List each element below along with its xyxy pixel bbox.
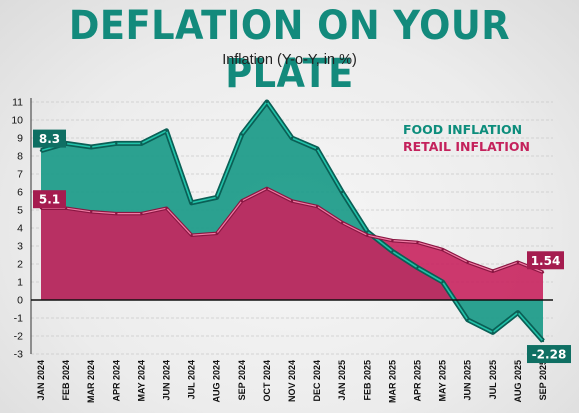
food-data-point (39, 149, 43, 152)
y-tick-label: -1 (14, 313, 23, 325)
food-data-point (315, 147, 319, 150)
food-data-point (441, 280, 444, 284)
retail-data-point (165, 207, 168, 210)
retail-data-point (391, 239, 394, 242)
food-data-point (290, 136, 294, 140)
food-data-point (240, 133, 243, 136)
page-title: DEFLATION ON YOUR PLATE (68, 3, 511, 97)
y-tick-label: 6 (17, 187, 23, 199)
food-data-point (90, 145, 93, 149)
x-tick-label: FEB 2024 (61, 360, 71, 401)
y-tick-label: 1 (17, 277, 23, 289)
x-tick-label: NOV 2024 (287, 360, 297, 402)
retail-data-point (240, 199, 243, 203)
food-first-value-label-box (33, 129, 66, 148)
retail-data-point (366, 234, 369, 237)
retail-data-point (140, 212, 143, 215)
retail-first-value-label: 5.1 (39, 193, 60, 207)
retail-data-point (491, 270, 494, 273)
x-tick-label: FEB 2025 (362, 360, 372, 401)
x-tick-label: OCT 2024 (262, 360, 272, 402)
y-tick-label: 9 (17, 133, 23, 145)
food-data-point (140, 142, 143, 145)
retail-data-point (341, 221, 344, 224)
retail-data-point (190, 234, 193, 237)
food-data-point (165, 129, 168, 132)
food-data-point (391, 250, 394, 253)
series-points (39, 100, 545, 343)
x-tick-label: DEC 2024 (312, 360, 322, 402)
x-tick-label: JUL 2025 (488, 360, 498, 399)
retail-data-point (315, 205, 319, 208)
x-tick-label: MAR 2024 (86, 360, 96, 403)
x-tick-label: SEP 2025 (538, 360, 548, 400)
y-tick-label: 5 (17, 205, 23, 217)
retail-data-point (265, 187, 269, 190)
retail-data-point (215, 232, 218, 235)
x-tick-label: JUN 2025 (463, 360, 473, 401)
retail-data-point (541, 271, 545, 274)
legend: FOOD INFLATION RETAIL INFLATION (403, 122, 530, 154)
food-data-point (516, 311, 520, 314)
y-tick-label: -2 (14, 331, 23, 343)
x-tick-label: JUN 2024 (162, 360, 172, 401)
x-tick-label: MAY 2025 (438, 360, 448, 402)
x-tick-label: AUG 2024 (212, 360, 222, 403)
food-last-value-label: -2.28 (532, 348, 567, 362)
food-data-point (341, 190, 344, 194)
x-tick-label: AUG 2025 (513, 360, 523, 403)
x-tick-label: JUL 2024 (187, 360, 197, 399)
y-tick-label: 11 (12, 97, 23, 109)
food-data-point (265, 100, 269, 104)
y-tick-label: 0 (17, 295, 23, 307)
food-data-point (115, 142, 118, 145)
retail-data-point (516, 261, 520, 264)
x-tick-label: MAY 2024 (136, 360, 146, 402)
y-axis-ticks: -3 -2 -1 0 1 2 3 4 5 6 7 8 9 10 11 (11, 97, 32, 361)
food-data-point (416, 266, 419, 269)
y-tick-label: 4 (17, 223, 23, 235)
y-tick-label: -3 (14, 349, 23, 361)
food-data-point (215, 196, 218, 199)
y-tick-label: 7 (17, 169, 23, 181)
retail-data-point (115, 212, 118, 215)
retail-data-point (90, 210, 93, 213)
x-tick-label: APR 2025 (413, 360, 423, 402)
retail-data-point (466, 261, 469, 264)
x-tick-label: MAR 2025 (387, 360, 397, 403)
food-first-value-label: 8.3 (39, 132, 60, 146)
x-tick-label: APR 2024 (111, 360, 121, 402)
x-tick-label: JAN 2025 (337, 360, 347, 401)
retail-data-point (441, 248, 444, 251)
food-data-point (491, 331, 494, 334)
legend-food-inflation: FOOD INFLATION (403, 122, 522, 137)
food-data-point (190, 201, 193, 204)
y-tick-label: 10 (11, 115, 23, 127)
retail-inflation-area (41, 188, 543, 300)
legend-retail-inflation: RETAIL INFLATION (403, 139, 530, 154)
retail-data-point (416, 241, 419, 244)
food-data-point (541, 339, 545, 343)
y-tick-label: 3 (17, 241, 23, 253)
x-tick-label: SEP 2024 (237, 360, 247, 400)
food-data-point (366, 230, 369, 233)
x-tick-label: JAN 2024 (36, 360, 46, 401)
food-last-value-label-box (527, 345, 571, 364)
y-tick-label: 2 (17, 259, 23, 271)
value-labels: 8.3 5.1 1.54 -2.28 (33, 129, 571, 364)
retail-last-value-label-box (527, 251, 564, 270)
chart-subtitle: Inflation (Y-o-Y, in %) (222, 52, 357, 68)
x-axis-ticks: JAN 2024 FEB 2024 MAR 2024 APR 2024 MAY 2024… (36, 360, 548, 403)
food-data-point (466, 318, 469, 321)
retail-first-value-label-box (33, 190, 66, 209)
retail-last-value-label: 1.54 (531, 254, 561, 268)
retail-data-point (290, 199, 294, 203)
y-tick-label: 8 (17, 151, 23, 163)
